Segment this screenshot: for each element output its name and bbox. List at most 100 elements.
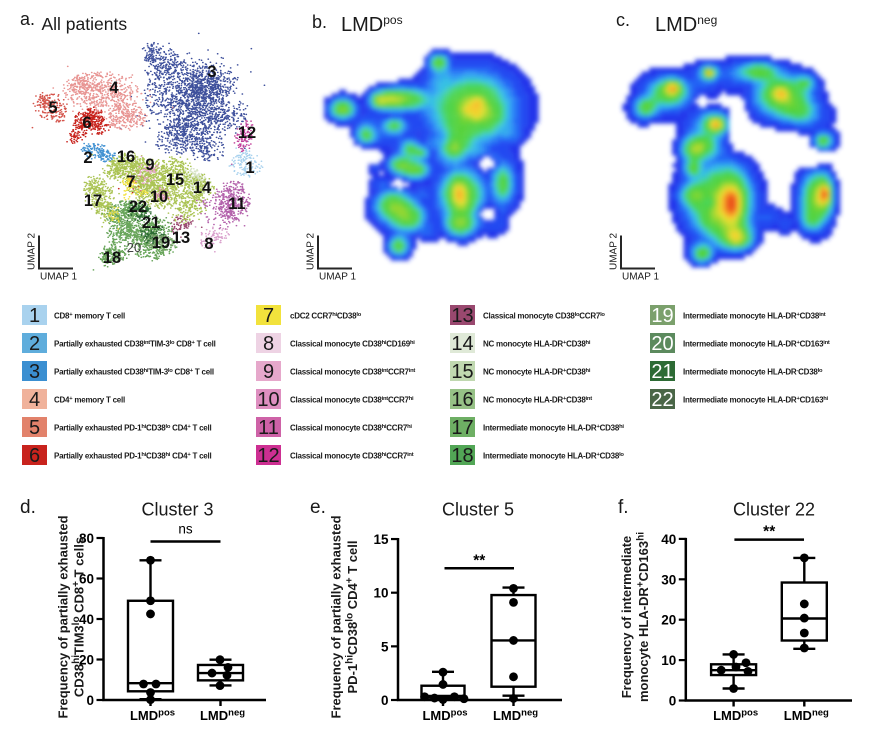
svg-text:All patients: All patients xyxy=(42,14,128,34)
svg-text:monocyte HLA-DR+CD163hi: monocyte HLA-DR+CD163hi xyxy=(636,532,652,702)
svg-text:Intermediate monocyte HLA-DR+​: Intermediate monocyte HLA-DR+​CD38int​ xyxy=(683,312,826,321)
svg-text:9: 9 xyxy=(145,156,154,174)
svg-text:15: 15 xyxy=(373,532,389,547)
svg-text:22: 22 xyxy=(651,389,673,411)
svg-text:14: 14 xyxy=(451,333,473,355)
svg-text:0: 0 xyxy=(381,693,389,708)
svg-text:30: 30 xyxy=(661,572,676,587)
svg-text:Classical monocyte CD38hi​CCR7: Classical monocyte CD38hi​CCR7int​ xyxy=(290,452,414,461)
svg-text:ns: ns xyxy=(178,522,193,537)
svg-text:11: 11 xyxy=(228,195,245,213)
svg-text:Intermediate monocyte HLA-DR+​: Intermediate monocyte HLA-DR+​CD163int​ xyxy=(683,340,830,349)
svg-text:10: 10 xyxy=(257,389,279,411)
svg-text:Cluster 22: Cluster 22 xyxy=(733,500,815,520)
svg-text:Intermediate monocyte HLA-DR+​: Intermediate monocyte HLA-DR+​CD38lo​ xyxy=(483,452,624,461)
svg-text:c.: c. xyxy=(616,10,630,30)
svg-text:Frequency of partially exhaust: Frequency of partially exhausted xyxy=(56,515,71,718)
svg-text:18: 18 xyxy=(451,445,473,467)
svg-text:3: 3 xyxy=(207,63,216,81)
svg-text:UMAP 1: UMAP 1 xyxy=(40,272,77,283)
svg-text:5: 5 xyxy=(29,417,40,439)
svg-text:UMAP 2: UMAP 2 xyxy=(27,233,38,270)
svg-text:5: 5 xyxy=(48,99,57,117)
svg-text:Frequency of intermediate: Frequency of intermediate xyxy=(619,536,634,699)
svg-text:0: 0 xyxy=(86,693,94,708)
svg-text:14: 14 xyxy=(193,179,212,197)
svg-text:15: 15 xyxy=(166,171,184,189)
svg-text:20: 20 xyxy=(127,240,141,255)
svg-text:b.: b. xyxy=(312,12,327,32)
svg-text:18: 18 xyxy=(103,249,121,267)
svg-text:6: 6 xyxy=(29,445,40,467)
svg-text:CD8+​ memory T cell: CD8+​ memory T cell xyxy=(54,312,125,321)
svg-text:8: 8 xyxy=(263,333,274,355)
svg-text:UMAP 2: UMAP 2 xyxy=(306,233,317,270)
svg-text:10: 10 xyxy=(661,653,676,668)
svg-text:13: 13 xyxy=(451,305,473,327)
svg-text:cDC2 CCR7hi​CD38lo​: cDC2 CCR7hi​CD38lo​ xyxy=(290,312,362,321)
svg-text:Partially exhausted PD-1hi​CD3: Partially exhausted PD-1hi​CD38lo​ CD4+​… xyxy=(54,424,211,433)
svg-text:2: 2 xyxy=(29,333,40,355)
svg-text:13: 13 xyxy=(172,229,190,247)
svg-text:Cluster 3: Cluster 3 xyxy=(141,500,213,520)
svg-text:2: 2 xyxy=(83,149,92,167)
svg-text:6: 6 xyxy=(82,114,91,132)
svg-text:22: 22 xyxy=(129,198,147,216)
svg-text:e.: e. xyxy=(310,497,326,518)
svg-text:NC monocyte HLA-DR+​CD38hi​: NC monocyte HLA-DR+​CD38hi​ xyxy=(483,368,591,377)
svg-text:21: 21 xyxy=(651,361,673,383)
svg-text:17: 17 xyxy=(451,417,473,439)
svg-text:UMAP 1: UMAP 1 xyxy=(622,272,659,283)
svg-text:15: 15 xyxy=(451,361,473,383)
svg-text:4: 4 xyxy=(29,389,40,411)
svg-text:Partially exhausted CD38hi​TIM: Partially exhausted CD38hi​TIM-3lo​ CD8+… xyxy=(54,368,214,377)
svg-text:19: 19 xyxy=(651,305,673,327)
svg-text:Partially exhausted PD-1hi​CD3: Partially exhausted PD-1hi​CD38hi​ CD4+​… xyxy=(54,452,211,461)
svg-text:16: 16 xyxy=(117,148,135,166)
svg-text:NC monocyte HLA-DR+​CD38int​: NC monocyte HLA-DR+​CD38int​ xyxy=(483,396,592,405)
svg-text:Classical monocyte CD38int​CCR: Classical monocyte CD38int​CCR7int​ xyxy=(290,368,415,377)
svg-text:1: 1 xyxy=(29,305,40,327)
svg-text:12: 12 xyxy=(238,124,256,142)
svg-text:10: 10 xyxy=(373,586,388,601)
svg-text:CD38hiTIM3lo CD8+ T cells: CD38hiTIM3lo CD8+ T cells xyxy=(71,537,87,697)
svg-text:d.: d. xyxy=(20,497,36,518)
svg-text:40: 40 xyxy=(79,612,94,627)
svg-text:12: 12 xyxy=(257,445,279,467)
svg-text:9: 9 xyxy=(263,361,274,383)
svg-text:**: ** xyxy=(473,552,486,569)
svg-text:21: 21 xyxy=(142,214,160,232)
svg-text:3: 3 xyxy=(29,361,40,383)
svg-text:Partially exhausted CD38int​TI: Partially exhausted CD38int​TIM-3lo​ CD8… xyxy=(54,340,216,349)
svg-text:5: 5 xyxy=(381,639,389,654)
svg-text:19: 19 xyxy=(152,234,170,252)
svg-text:7: 7 xyxy=(263,305,274,327)
svg-text:NC monocyte HLA-DR+​CD38hi​: NC monocyte HLA-DR+​CD38hi​ xyxy=(483,340,591,349)
svg-text:Intermediate monocyte HLA-DR+​: Intermediate monocyte HLA-DR+​CD38hi​ xyxy=(483,424,624,433)
svg-text:80: 80 xyxy=(79,531,94,546)
svg-text:0: 0 xyxy=(669,694,677,709)
svg-text:Intermediate monocyte HLA-DR+​: Intermediate monocyte HLA-DR+​CD163hi​ xyxy=(683,396,829,405)
svg-text:20: 20 xyxy=(79,653,94,668)
svg-text:17: 17 xyxy=(84,192,102,210)
svg-text:UMAP 1: UMAP 1 xyxy=(319,272,356,283)
svg-text:1: 1 xyxy=(245,159,254,177)
svg-text:Cluster 5: Cluster 5 xyxy=(442,500,514,520)
svg-text:11: 11 xyxy=(258,417,279,439)
svg-text:UMAP 2: UMAP 2 xyxy=(609,233,620,270)
svg-text:20: 20 xyxy=(651,333,673,355)
svg-text:10: 10 xyxy=(150,188,168,206)
svg-text:7: 7 xyxy=(126,173,135,191)
svg-text:4: 4 xyxy=(109,79,119,97)
svg-text:Classical monocyte CD38hi​CCR7: Classical monocyte CD38hi​CCR7hi​ xyxy=(290,424,412,433)
svg-text:8: 8 xyxy=(204,235,213,253)
svg-text:f.: f. xyxy=(618,497,629,518)
svg-text:CD4+​ memory T cell: CD4+​ memory T cell xyxy=(54,396,125,405)
svg-text:Frequency of partially exhaust: Frequency of partially exhausted xyxy=(329,515,344,718)
svg-text:Intermediate monocyte HLA-DR-​: Intermediate monocyte HLA-DR-​CD38lo​ xyxy=(683,368,823,377)
svg-text:a.: a. xyxy=(20,9,35,29)
svg-text:16: 16 xyxy=(451,389,473,411)
svg-text:Classical monocyte CD38hi​CD16: Classical monocyte CD38hi​CD169hi​ xyxy=(290,340,415,349)
svg-text:Classical monocyte CD38int​CCR: Classical monocyte CD38int​CCR7hi​ xyxy=(290,396,414,405)
svg-text:60: 60 xyxy=(79,572,94,587)
